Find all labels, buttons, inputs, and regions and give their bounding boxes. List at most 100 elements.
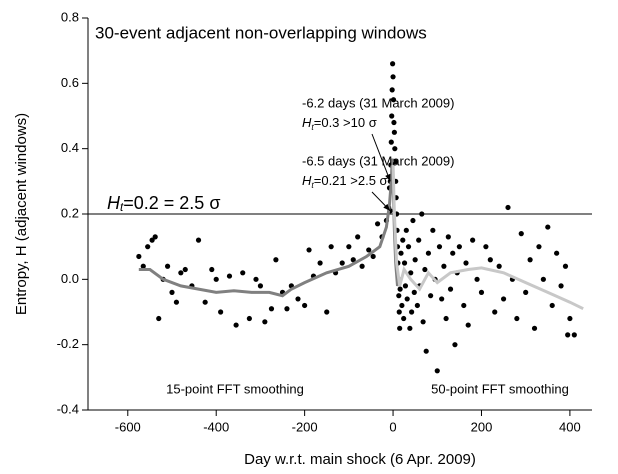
point xyxy=(182,266,188,273)
point xyxy=(567,315,573,322)
point xyxy=(391,119,397,126)
point xyxy=(149,237,155,243)
point xyxy=(565,332,571,338)
point xyxy=(257,283,264,289)
point xyxy=(339,260,345,266)
point xyxy=(240,270,246,276)
point xyxy=(409,309,415,315)
point xyxy=(492,309,498,315)
point xyxy=(411,289,417,295)
point xyxy=(324,309,330,315)
point xyxy=(465,322,471,328)
point xyxy=(447,286,454,292)
y-tick-label: 0.6 xyxy=(61,75,79,90)
point xyxy=(156,315,162,322)
point xyxy=(273,257,279,263)
point xyxy=(253,276,259,282)
point xyxy=(397,325,403,331)
point xyxy=(402,283,409,289)
point xyxy=(483,244,489,250)
point xyxy=(408,270,414,276)
point xyxy=(328,244,334,250)
point xyxy=(152,234,158,240)
point xyxy=(500,296,507,302)
point xyxy=(396,309,402,315)
point xyxy=(523,289,529,295)
point xyxy=(399,302,405,309)
annotation-text: -6.5 days (31 March 2009) xyxy=(302,153,454,168)
point xyxy=(425,250,432,256)
point xyxy=(549,302,555,309)
point xyxy=(391,129,397,135)
point xyxy=(268,306,275,312)
point xyxy=(505,204,511,211)
point xyxy=(401,315,407,322)
point xyxy=(450,250,456,256)
y-tick-label: -0.2 xyxy=(57,336,79,351)
point xyxy=(474,276,480,282)
point xyxy=(398,250,404,256)
point xyxy=(366,247,372,253)
point xyxy=(169,289,175,295)
point xyxy=(389,87,395,93)
smoothing-label: 15-point FFT smoothing xyxy=(166,381,304,396)
point xyxy=(423,348,429,354)
point xyxy=(403,227,409,233)
point xyxy=(540,276,546,282)
point xyxy=(401,260,408,266)
point xyxy=(302,302,308,309)
point xyxy=(412,257,418,263)
point xyxy=(434,368,440,374)
y-axis-label: Entropy, H (adjacent windows) xyxy=(13,113,30,315)
label-rest: =0.2 = 2.5 σ xyxy=(123,193,220,213)
italic-symbol: H xyxy=(302,173,312,188)
point xyxy=(463,260,469,266)
point xyxy=(430,227,436,233)
subscript: t xyxy=(120,201,124,214)
point xyxy=(164,263,171,269)
point xyxy=(422,266,428,273)
point xyxy=(262,319,268,325)
subscript: t xyxy=(311,122,314,132)
point xyxy=(531,325,538,331)
point xyxy=(359,263,365,269)
annotation-text: Ht=0.21 >2.5 σ xyxy=(302,173,388,190)
point xyxy=(416,237,422,243)
point xyxy=(370,253,376,260)
point xyxy=(284,306,290,312)
point xyxy=(404,296,410,302)
point xyxy=(554,250,560,256)
point xyxy=(209,266,215,273)
point xyxy=(441,263,447,269)
annotation-text: -6.2 days (31 March 2009) xyxy=(302,95,454,110)
point xyxy=(355,234,361,240)
point xyxy=(571,332,577,338)
point xyxy=(246,315,252,322)
point xyxy=(350,257,356,263)
point xyxy=(396,293,402,299)
y-tick-label: -0.4 xyxy=(57,401,79,416)
point xyxy=(392,159,398,165)
point xyxy=(390,74,396,80)
point xyxy=(388,139,394,145)
point xyxy=(405,244,412,250)
point xyxy=(443,315,449,322)
point xyxy=(306,247,312,253)
point xyxy=(374,221,381,227)
point xyxy=(518,231,524,237)
point xyxy=(445,234,451,240)
y-tick-label: 0.2 xyxy=(61,205,79,220)
point xyxy=(452,342,458,348)
point xyxy=(487,257,493,263)
subscript: t xyxy=(311,180,314,190)
point xyxy=(527,257,533,263)
x-tick-label: -600 xyxy=(115,419,141,434)
annotation-text: Ht=0.3 >10 σ xyxy=(302,115,377,132)
italic-symbol: H xyxy=(302,115,312,130)
point xyxy=(514,315,520,322)
point xyxy=(562,263,569,269)
point xyxy=(233,322,239,328)
x-tick-label: -400 xyxy=(203,419,229,434)
y-tick-label: 0.0 xyxy=(61,271,79,286)
